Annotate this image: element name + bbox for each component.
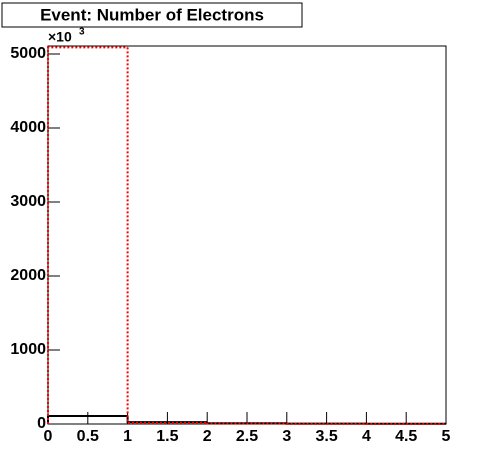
x-tick-label: 3 [282, 428, 291, 445]
x-tick-label: 2 [203, 428, 212, 445]
x-tick-label: 4.5 [395, 428, 417, 445]
chart-title: Event: Number of Electrons [40, 5, 264, 24]
y-tick-label: 0 [37, 415, 46, 432]
histogram-bin [126, 47, 208, 424]
histogram-bin [47, 46, 128, 424]
histogram-bin [206, 422, 287, 425]
title-box [1, 2, 303, 28]
y-tick-label: 5000 [10, 45, 46, 62]
x-tick-label: 5 [442, 428, 451, 445]
x-tick-label: 1 [123, 428, 132, 445]
y-tick-label: 3000 [10, 193, 46, 210]
y-tick-label: 4000 [10, 119, 46, 136]
x-tick-label: 4 [362, 428, 371, 445]
x-tick-label: 2.5 [236, 428, 258, 445]
x-tick-label: 3.5 [315, 428, 337, 445]
y-tick-label: 1000 [10, 341, 46, 358]
x-tick-label: 0.5 [77, 428, 99, 445]
y-tick-label: 2000 [10, 267, 46, 284]
histogram-bin [47, 415, 128, 424]
x-tick-label: 0 [44, 428, 53, 445]
y-multiplier-exponent: 3 [79, 27, 85, 38]
x-tick-label: 1.5 [156, 428, 178, 445]
y-multiplier: ×10 [48, 29, 72, 45]
